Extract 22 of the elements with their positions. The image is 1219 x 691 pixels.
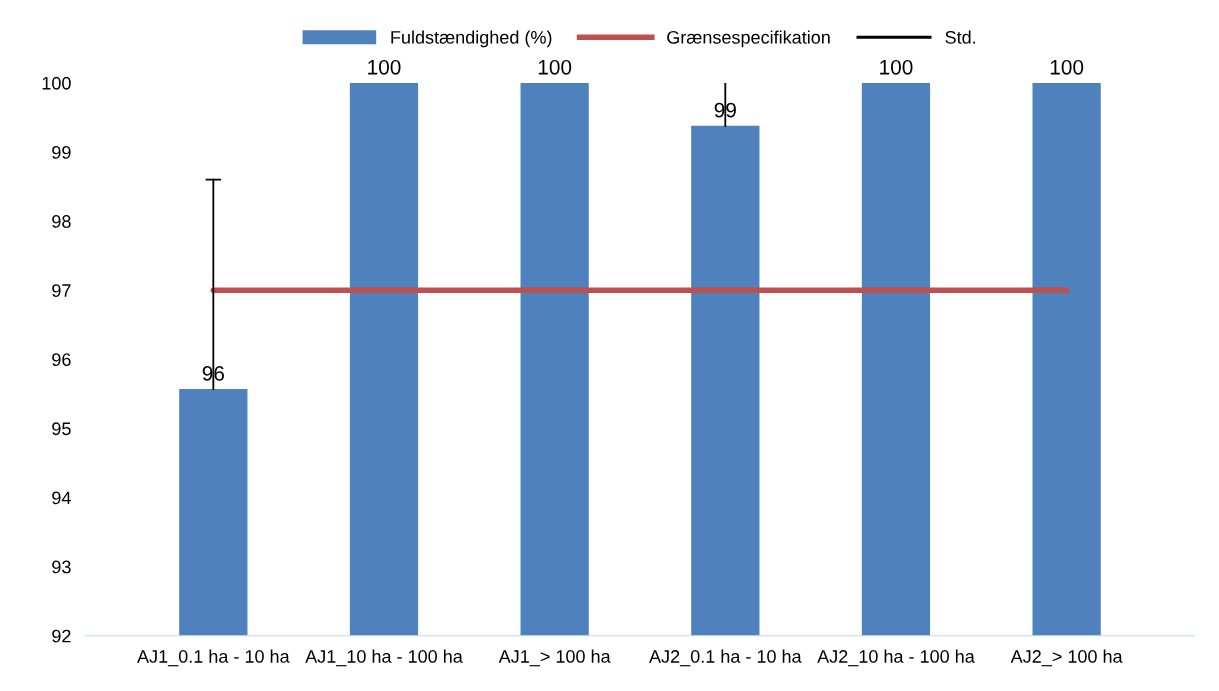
x-tick-label: AJ1_> 100 ha bbox=[498, 649, 611, 667]
y-tick-label: 100 bbox=[42, 76, 71, 90]
legend-label: Grænsespecifikation bbox=[667, 30, 830, 48]
y-tick-label: 96 bbox=[52, 353, 71, 367]
text: Std. bbox=[945, 30, 976, 44]
y-tick-label: 94 bbox=[52, 491, 71, 505]
data-label: 100 bbox=[880, 59, 913, 75]
y-tick-label: 95 bbox=[52, 422, 71, 436]
x-tick-label: AJ2_0.1 ha - 10 ha bbox=[649, 649, 802, 667]
legend-label: Fuldstændighed (%) bbox=[391, 30, 552, 48]
y-tick-label: 99 bbox=[52, 145, 71, 159]
y-tick-label: 92 bbox=[52, 629, 71, 643]
x-tick-label: AJ1_0.1 ha - 10 ha bbox=[137, 649, 290, 667]
y-tick-label: 98 bbox=[52, 215, 71, 228]
x-tick-label: AJ2_> 100 ha bbox=[1010, 649, 1123, 667]
data-label: 100 bbox=[1050, 59, 1084, 75]
y-tick-label: 93 bbox=[52, 560, 71, 574]
data-label: 100 bbox=[538, 59, 572, 75]
data-label: 100 bbox=[368, 59, 401, 75]
y-tick-label: 97 bbox=[52, 284, 71, 297]
x-tick-label: AJ2_10 ha - 100 ha bbox=[817, 649, 975, 667]
x-tick-label: AJ1_10 ha - 100 ha bbox=[305, 649, 463, 667]
